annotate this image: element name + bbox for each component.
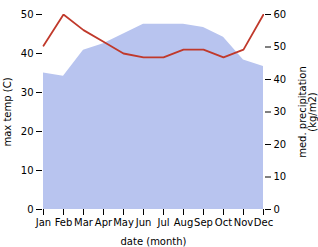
svg-text:20: 20 — [274, 139, 287, 150]
svg-text:Dec: Dec — [254, 217, 273, 228]
svg-text:May: May — [113, 217, 134, 228]
svg-text:Jul: Jul — [156, 217, 169, 228]
svg-text:med. precipitation(kg/m2): med. precipitation(kg/m2) — [297, 66, 318, 158]
svg-text:60: 60 — [274, 9, 287, 20]
svg-text:10: 10 — [21, 165, 34, 176]
svg-text:30: 30 — [21, 87, 34, 98]
svg-text:50: 50 — [274, 41, 287, 52]
svg-text:0: 0 — [274, 204, 280, 215]
svg-text:10: 10 — [274, 171, 287, 182]
svg-text:Oct: Oct — [215, 217, 232, 228]
svg-text:0: 0 — [27, 204, 33, 215]
svg-text:Mar: Mar — [74, 217, 94, 228]
svg-text:Aug: Aug — [174, 217, 194, 228]
svg-text:Feb: Feb — [55, 217, 73, 228]
svg-text:40: 40 — [274, 74, 287, 85]
svg-text:date (month): date (month) — [121, 236, 187, 247]
svg-text:30: 30 — [274, 106, 287, 117]
svg-text:50: 50 — [21, 9, 34, 20]
svg-text:Sep: Sep — [194, 217, 213, 228]
svg-text:Apr: Apr — [95, 217, 113, 228]
svg-text:max temp (C): max temp (C) — [2, 77, 13, 146]
svg-text:Jun: Jun — [135, 217, 152, 228]
svg-text:Jan: Jan — [35, 217, 51, 228]
svg-text:40: 40 — [21, 48, 34, 59]
svg-text:20: 20 — [21, 126, 34, 137]
svg-text:Nov: Nov — [234, 217, 254, 228]
